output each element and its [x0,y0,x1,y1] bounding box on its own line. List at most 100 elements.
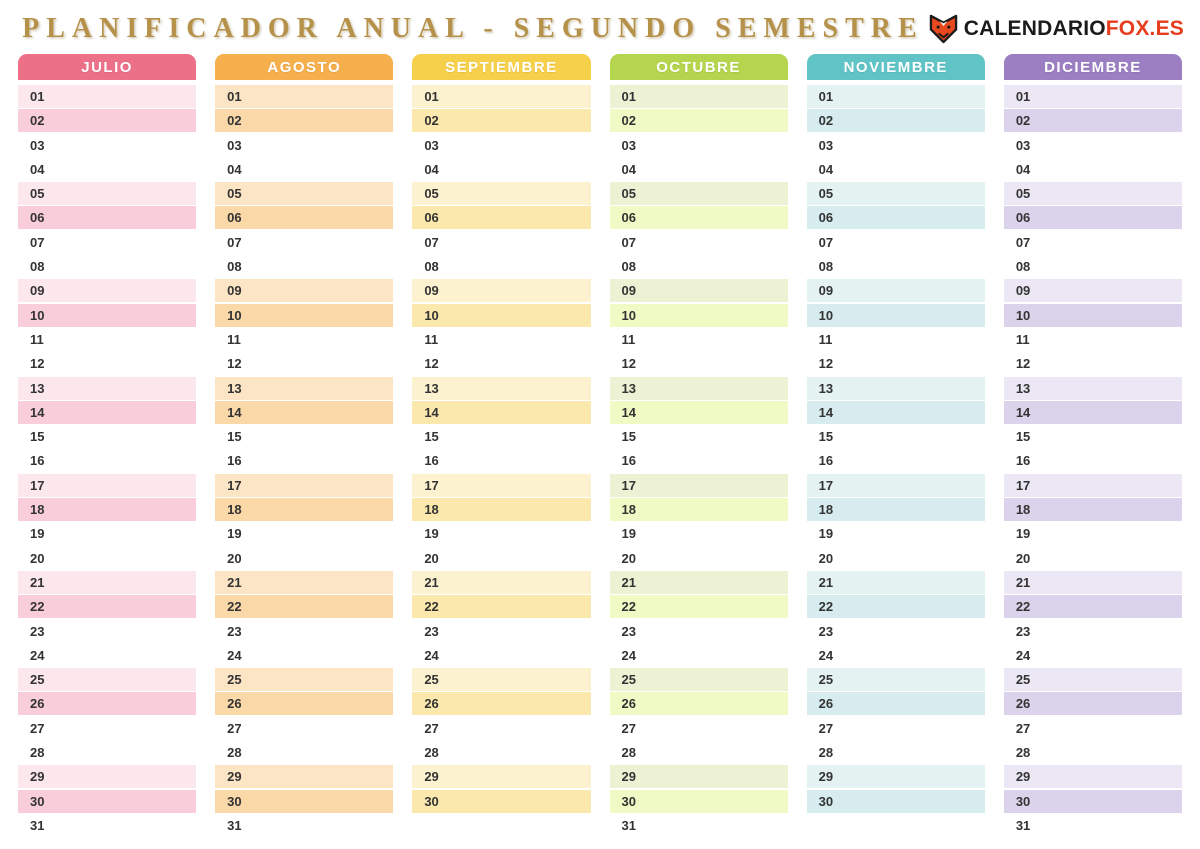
day-row-octubre-09: 09 [609,279,788,303]
month-column-diciembre: DICIEMBRE 01 02 03 04 05 06 07 08 09 10 11 12 13 14 15 1… [1003,54,1182,838]
day-row-septiembre-26: 26 [412,692,591,716]
day-row-octubre-25: 25 [609,668,788,692]
day-row-septiembre-11: 11 [424,331,439,347]
day-row-octubre-08: 08 [621,259,636,275]
day-row-noviembre-02: 02 [806,109,985,133]
day-row-diciembre-30: 30 [1003,789,1182,813]
day-row-agosto-11: 11 [227,331,241,347]
day-row-diciembre-12: 12 [1015,356,1031,372]
day-row-septiembre-17: 17 [412,473,591,497]
brand-name: CALENDARIOFOX.ES [964,17,1184,41]
day-row-septiembre-20: 20 [424,550,439,566]
day-row-diciembre-24: 24 [1015,647,1031,663]
day-row-septiembre-23: 23 [424,623,439,639]
day-row-julio-04: 04 [30,161,45,177]
day-row-octubre-13: 13 [609,376,788,400]
day-row-agosto-18: 18 [215,498,394,522]
day-row-septiembre-25: 25 [412,668,591,692]
day-row-noviembre-29: 29 [806,765,985,789]
month-header-octubre: OCTUBRE [609,54,788,80]
day-row-octubre-20: 20 [621,550,636,566]
day-row-noviembre-13: 13 [806,376,985,400]
day-row-noviembre-20: 20 [818,550,834,566]
day-row-julio-14: 14 [18,400,197,424]
day-row-octubre-07: 07 [621,234,636,250]
day-row-julio-09: 09 [18,279,197,303]
day-row-agosto-26: 26 [215,692,394,716]
day-row-octubre-17: 17 [609,473,788,497]
day-row-agosto-23: 23 [227,623,242,639]
day-row-diciembre-05: 05 [1003,182,1182,206]
day-row-julio-19: 19 [30,526,45,542]
day-row-agosto-20: 20 [227,550,242,566]
day-row-diciembre-20: 20 [1015,550,1031,566]
day-row-julio-01: 01 [18,85,197,108]
day-row-octubre-01: 01 [609,85,788,108]
day-row-septiembre-19: 19 [424,526,439,542]
day-row-noviembre-24: 24 [818,647,834,663]
day-row-diciembre-27: 27 [1015,720,1031,736]
day-row-agosto-24: 24 [227,647,242,663]
day-row-octubre-10: 10 [609,303,788,327]
day-row-septiembre-03: 03 [424,137,439,153]
day-row-agosto-13: 13 [215,376,394,400]
month-header-septiembre: SEPTIEMBRE [412,54,591,80]
day-row-octubre-02: 02 [609,109,788,133]
day-row-octubre-29: 29 [609,765,788,789]
day-row-septiembre-08: 08 [424,259,439,275]
day-row-julio-16: 16 [30,453,45,469]
day-row-noviembre-19: 19 [818,526,834,542]
day-row-noviembre-03: 03 [818,137,834,153]
day-row-julio-08: 08 [30,259,45,275]
day-row-julio-28: 28 [30,745,45,761]
day-row-agosto-04: 04 [227,161,242,177]
day-row-julio-12: 12 [30,356,45,372]
day-row-julio-20: 20 [30,550,45,566]
day-row-noviembre-08: 08 [818,259,834,275]
day-row-noviembre-01: 01 [806,85,985,108]
day-row-septiembre-27: 27 [424,720,439,736]
day-row-octubre-22: 22 [609,595,788,619]
day-row-noviembre-18: 18 [806,498,985,522]
day-row-diciembre-02: 02 [1003,109,1182,133]
day-row-agosto-14: 14 [215,400,394,424]
day-row-noviembre-07: 07 [818,234,834,250]
month-header-noviembre: NOVIEMBRE [806,54,985,80]
day-row-noviembre-15: 15 [818,429,834,445]
month-column-octubre: OCTUBRE 01 02 03 04 05 06 07 08 09 10 11 12 13 14 15 16 1… [609,54,788,838]
day-row-agosto-17: 17 [215,473,394,497]
brand-logo[interactable]: CALENDARIOFOX.ES [928,14,1184,44]
day-row-octubre-19: 19 [621,526,636,542]
day-row-noviembre-23: 23 [818,623,834,639]
day-row-diciembre-09: 09 [1003,279,1182,303]
calendar-grid: JULIO 01 02 03 04 05 06 07 08 09 10 11 12 13 14 15 16 17 1… [0,54,1200,838]
day-row-julio-31: 31 [30,817,45,833]
day-row-julio-23: 23 [30,623,45,639]
day-row-diciembre-07: 07 [1015,234,1031,250]
page-title: PLANIFICADOR ANUAL - SEGUNDO SEMESTRE [22,13,924,44]
day-row-julio-21: 21 [18,570,197,594]
month-header-julio: JULIO [18,54,197,80]
day-row-julio-15: 15 [30,429,45,445]
day-row-diciembre-01: 01 [1003,85,1182,108]
day-row-diciembre-22: 22 [1003,595,1182,619]
day-row-diciembre-21: 21 [1003,570,1182,594]
day-row-septiembre-14: 14 [412,400,591,424]
day-row-noviembre-14: 14 [806,400,985,424]
month-column-septiembre: SEPTIEMBRE 01 02 03 04 05 06 07 08 09 10 11 12 13 14 15… [412,54,591,814]
day-row-noviembre-28: 28 [818,745,834,761]
day-row-diciembre-10: 10 [1003,303,1182,327]
day-row-septiembre-05: 05 [412,182,591,206]
day-row-agosto-02: 02 [215,109,394,133]
day-row-octubre-18: 18 [609,498,788,522]
day-row-julio-06: 06 [18,206,197,230]
day-row-agosto-28: 28 [227,745,242,761]
day-row-noviembre-27: 27 [818,720,834,736]
day-row-noviembre-04: 04 [818,161,834,177]
day-row-septiembre-06: 06 [412,206,591,230]
day-row-agosto-29: 29 [215,765,394,789]
day-row-julio-26: 26 [18,692,197,716]
day-row-diciembre-03: 03 [1015,137,1031,153]
day-row-julio-03: 03 [30,137,45,153]
day-row-julio-30: 30 [18,789,197,813]
